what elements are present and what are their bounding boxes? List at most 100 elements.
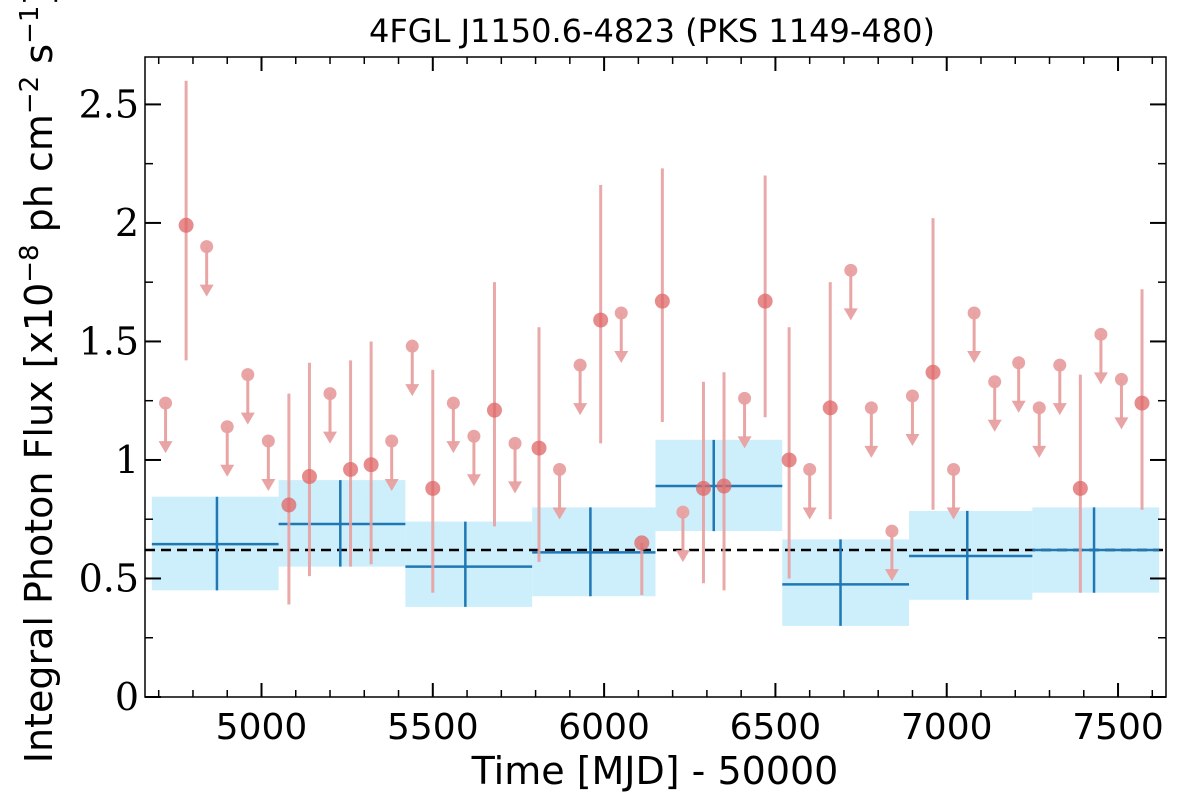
detection-point-11 xyxy=(695,480,711,496)
detection-point-7 xyxy=(531,440,547,456)
upper-limit-head-15 xyxy=(737,436,752,449)
y-axis-label-exp1: −8 xyxy=(15,244,45,282)
upper-limit-head-4 xyxy=(261,479,276,491)
upper-limit-head-0 xyxy=(158,441,173,454)
detection-point-5 xyxy=(425,480,441,496)
upper-limit-point-23 xyxy=(988,375,1002,389)
x-tick-label-4: 7000 xyxy=(901,707,993,748)
upper-limit-point-22 xyxy=(967,306,981,320)
y-axis-label-exp2: −2 xyxy=(15,76,45,114)
upper-limit-head-19 xyxy=(884,569,899,582)
upper-limit-head-23 xyxy=(987,419,1002,432)
detection-point-10 xyxy=(654,293,670,309)
upper-limit-head-2 xyxy=(220,464,235,477)
bin-band-2 xyxy=(405,521,533,607)
x-tick-label-0: 5000 xyxy=(216,707,308,748)
upper-limit-point-0 xyxy=(159,396,173,410)
detection-point-9 xyxy=(634,535,650,551)
upper-limit-head-17 xyxy=(843,308,858,321)
upper-limit-head-24 xyxy=(1011,400,1026,413)
upper-limit-point-15 xyxy=(738,391,752,405)
upper-limit-point-19 xyxy=(885,524,899,538)
upper-limit-head-1 xyxy=(199,284,214,297)
detection-point-1 xyxy=(281,497,297,513)
y-axis-label-mid: ph cm xyxy=(17,114,61,244)
upper-limit-head-26 xyxy=(1052,403,1067,416)
upper-limit-point-21 xyxy=(947,462,961,476)
upper-limit-head-9 xyxy=(466,474,481,487)
y-axis-label-suffix: ] xyxy=(17,0,61,6)
upper-limit-head-5 xyxy=(323,431,338,444)
upper-limit-point-5 xyxy=(323,387,337,401)
upper-limit-head-22 xyxy=(967,351,982,363)
upper-limit-point-20 xyxy=(905,389,919,403)
detection-point-4 xyxy=(363,457,379,473)
upper-limit-point-1 xyxy=(200,240,214,254)
y-axis-label: Integral Photon Flux [x10−8 ph cm−2 s−1] xyxy=(15,0,61,763)
detection-point-6 xyxy=(486,402,502,418)
upper-limit-point-6 xyxy=(385,434,399,448)
upper-limit-point-28 xyxy=(1114,372,1128,386)
x-tick-label-1: 5500 xyxy=(387,707,479,748)
detection-point-0 xyxy=(178,217,194,233)
detection-point-15 xyxy=(822,400,838,416)
chart-title: 4FGL J1150.6-4823 (PKS 1149-480) xyxy=(369,12,935,50)
detection-point-8 xyxy=(593,312,609,328)
upper-limit-head-13 xyxy=(614,351,629,363)
upper-limit-point-8 xyxy=(446,396,460,410)
upper-limit-point-10 xyxy=(508,436,522,450)
bin-band-5 xyxy=(782,539,910,626)
upper-limit-point-27 xyxy=(1094,327,1108,341)
upper-limit-point-4 xyxy=(261,434,275,448)
upper-limit-head-14 xyxy=(675,550,690,563)
upper-limit-head-21 xyxy=(946,507,961,520)
upper-limit-point-13 xyxy=(614,306,628,320)
upper-limit-head-28 xyxy=(1114,417,1129,430)
x-axis-label: Time [MJD] - 50000 xyxy=(471,749,839,793)
plot-frame xyxy=(144,56,1167,698)
upper-limit-head-20 xyxy=(905,433,920,446)
upper-limit-head-3 xyxy=(240,412,255,425)
upper-limit-point-12 xyxy=(573,358,587,372)
y-tick-label-0: 0 xyxy=(115,675,139,719)
detection-point-17 xyxy=(1072,480,1088,496)
detection-point-14 xyxy=(781,452,797,468)
upper-limit-point-18 xyxy=(864,401,878,415)
upper-limit-point-2 xyxy=(220,420,234,434)
plot-area xyxy=(145,80,1166,626)
x-tick-label-3: 6500 xyxy=(730,707,822,748)
upper-limit-point-16 xyxy=(803,462,817,476)
detection-point-18 xyxy=(1134,395,1150,411)
upper-limit-head-6 xyxy=(384,479,399,491)
y-tick-label-2: 1 xyxy=(115,438,139,482)
detection-point-13 xyxy=(757,293,773,309)
upper-limit-head-7 xyxy=(405,384,420,397)
upper-limit-head-8 xyxy=(446,441,461,454)
y-axis-label-exp3: −1 xyxy=(15,6,45,44)
y-axis-label-mid2: s xyxy=(17,44,61,76)
axis-ticks: 5000 5500 6000 6500 7000 7500 0 0.5 1 1.5 2 2.5 xyxy=(79,57,1166,748)
upper-limit-point-14 xyxy=(676,505,690,519)
detection-point-12 xyxy=(716,478,732,494)
upper-limit-point-17 xyxy=(844,263,858,277)
y-tick-label-5: 2.5 xyxy=(79,82,139,126)
upper-limit-head-18 xyxy=(864,445,879,458)
upper-limit-point-26 xyxy=(1053,358,1067,372)
upper-limit-head-11 xyxy=(552,507,567,520)
upper-limit-head-27 xyxy=(1093,372,1108,385)
y-tick-label-4: 2 xyxy=(115,201,139,245)
upper-limit-head-25 xyxy=(1032,445,1047,458)
y-tick-label-1: 0.5 xyxy=(79,556,139,600)
upper-limit-point-9 xyxy=(467,429,481,443)
upper-limit-head-12 xyxy=(573,403,588,416)
upper-limit-head-16 xyxy=(802,507,817,520)
upper-limit-point-7 xyxy=(405,339,419,353)
upper-limit-point-25 xyxy=(1032,401,1046,415)
detection-point-2 xyxy=(301,469,317,485)
upper-limit-point-3 xyxy=(241,368,255,382)
x-tick-label-5: 7500 xyxy=(1072,707,1164,748)
upper-limit-point-24 xyxy=(1012,356,1026,370)
y-tick-label-3: 1.5 xyxy=(79,319,139,363)
x-tick-label-2: 6000 xyxy=(558,707,650,748)
